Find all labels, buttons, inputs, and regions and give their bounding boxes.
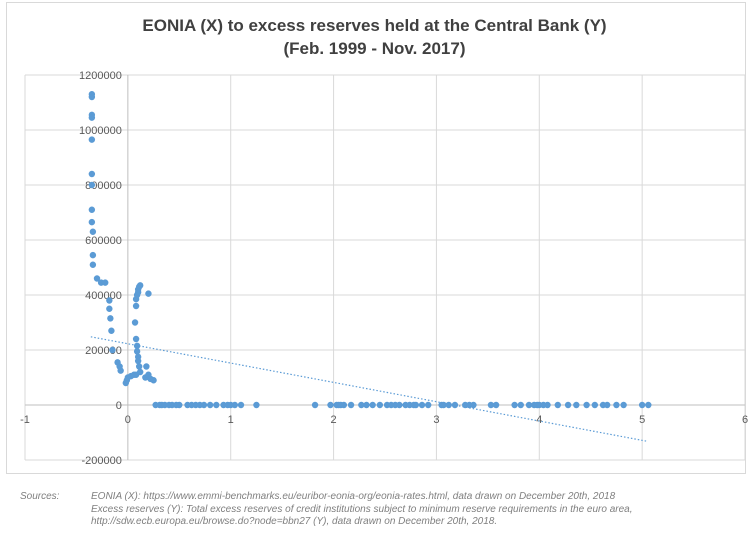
data-point (645, 401, 652, 409)
data-point (638, 401, 646, 409)
data-point (511, 401, 518, 409)
data-point (150, 377, 157, 384)
data-point (369, 401, 376, 409)
data-point (106, 305, 113, 312)
x-tick-label: 3 (433, 414, 439, 426)
data-point (132, 335, 140, 343)
data-point (517, 401, 524, 409)
data-point (603, 401, 611, 409)
x-tick-label: -1 (20, 414, 30, 426)
data-point (492, 401, 500, 409)
data-point (89, 228, 97, 235)
data-point (131, 319, 139, 326)
data-point (88, 136, 96, 143)
data-point (132, 302, 140, 310)
data-point (376, 401, 384, 409)
trendline (90, 336, 648, 442)
data-point (412, 401, 420, 409)
data-point (89, 261, 97, 268)
data-point (108, 327, 115, 334)
data-point (425, 401, 432, 409)
data-point (525, 401, 533, 409)
data-point (106, 297, 113, 304)
source-line-url: http://sdw.ecb.europa.eu/browse.do?node=… (91, 516, 498, 527)
data-point (134, 357, 142, 365)
x-tick-label: 5 (639, 414, 645, 426)
data-point (88, 114, 96, 121)
y-tick-label: 1200000 (79, 70, 122, 82)
data-point (487, 401, 495, 409)
chart-frame (6, 2, 746, 474)
data-point (117, 367, 124, 374)
data-point (470, 401, 477, 409)
data-point (613, 401, 620, 409)
data-point (591, 401, 599, 409)
sources-label: Sources: (20, 491, 60, 502)
data-point (573, 401, 580, 409)
data-point (564, 401, 572, 409)
data-point (544, 401, 551, 409)
data-point (107, 315, 114, 322)
y-tick-label: 200000 (85, 345, 122, 357)
data-point (176, 401, 183, 409)
data-point (137, 282, 144, 289)
y-tick-label: 400000 (85, 290, 122, 302)
data-point (231, 401, 239, 409)
x-tick-label: 2 (331, 414, 337, 426)
data-point (418, 401, 426, 409)
data-point (311, 401, 319, 409)
y-tick-label: 600000 (85, 235, 122, 247)
data-point (88, 181, 96, 189)
data-point (88, 206, 96, 213)
data-point (102, 279, 109, 286)
data-point (93, 275, 101, 282)
data-point (396, 401, 403, 409)
source-line-eonia: EONIA (X): https://www.emmi-benchmarks.e… (91, 491, 616, 502)
data-point (451, 401, 459, 409)
data-point (133, 348, 141, 355)
data-point (358, 401, 365, 409)
data-point (143, 363, 150, 370)
data-point (237, 401, 245, 409)
data-point (145, 290, 152, 297)
data-point (88, 93, 96, 101)
data-point (620, 401, 627, 409)
source-line-reserves: Excess reserves (Y): Total excess reserv… (91, 503, 633, 515)
data-point (583, 401, 590, 409)
y-tick-label: -200000 (81, 455, 121, 467)
data-point (135, 363, 143, 370)
data-point (88, 218, 96, 226)
data-point (253, 401, 260, 409)
data-point (109, 346, 116, 354)
data-point (445, 401, 452, 409)
data-point (213, 401, 220, 409)
data-point (554, 401, 561, 409)
data-point (88, 170, 96, 178)
x-tick-label: 6 (742, 414, 748, 426)
data-point (363, 401, 370, 409)
chart-subtitle: (Feb. 1999 - Nov. 2017) (283, 39, 466, 58)
chart-title: EONIA (X) to excess reserves held at the… (142, 16, 607, 35)
data-point (347, 401, 355, 409)
data-point (133, 342, 141, 350)
data-point (206, 401, 214, 409)
x-tick-label: 4 (536, 414, 542, 426)
data-point (137, 368, 144, 376)
y-tick-label: 0 (116, 400, 122, 412)
x-tick-label: 0 (125, 414, 131, 426)
data-point (89, 251, 97, 259)
data-point (327, 401, 334, 409)
data-point (200, 401, 208, 409)
data-point (340, 401, 348, 409)
y-tick-label: 1000000 (79, 125, 122, 137)
x-tick-label: 1 (228, 414, 234, 426)
